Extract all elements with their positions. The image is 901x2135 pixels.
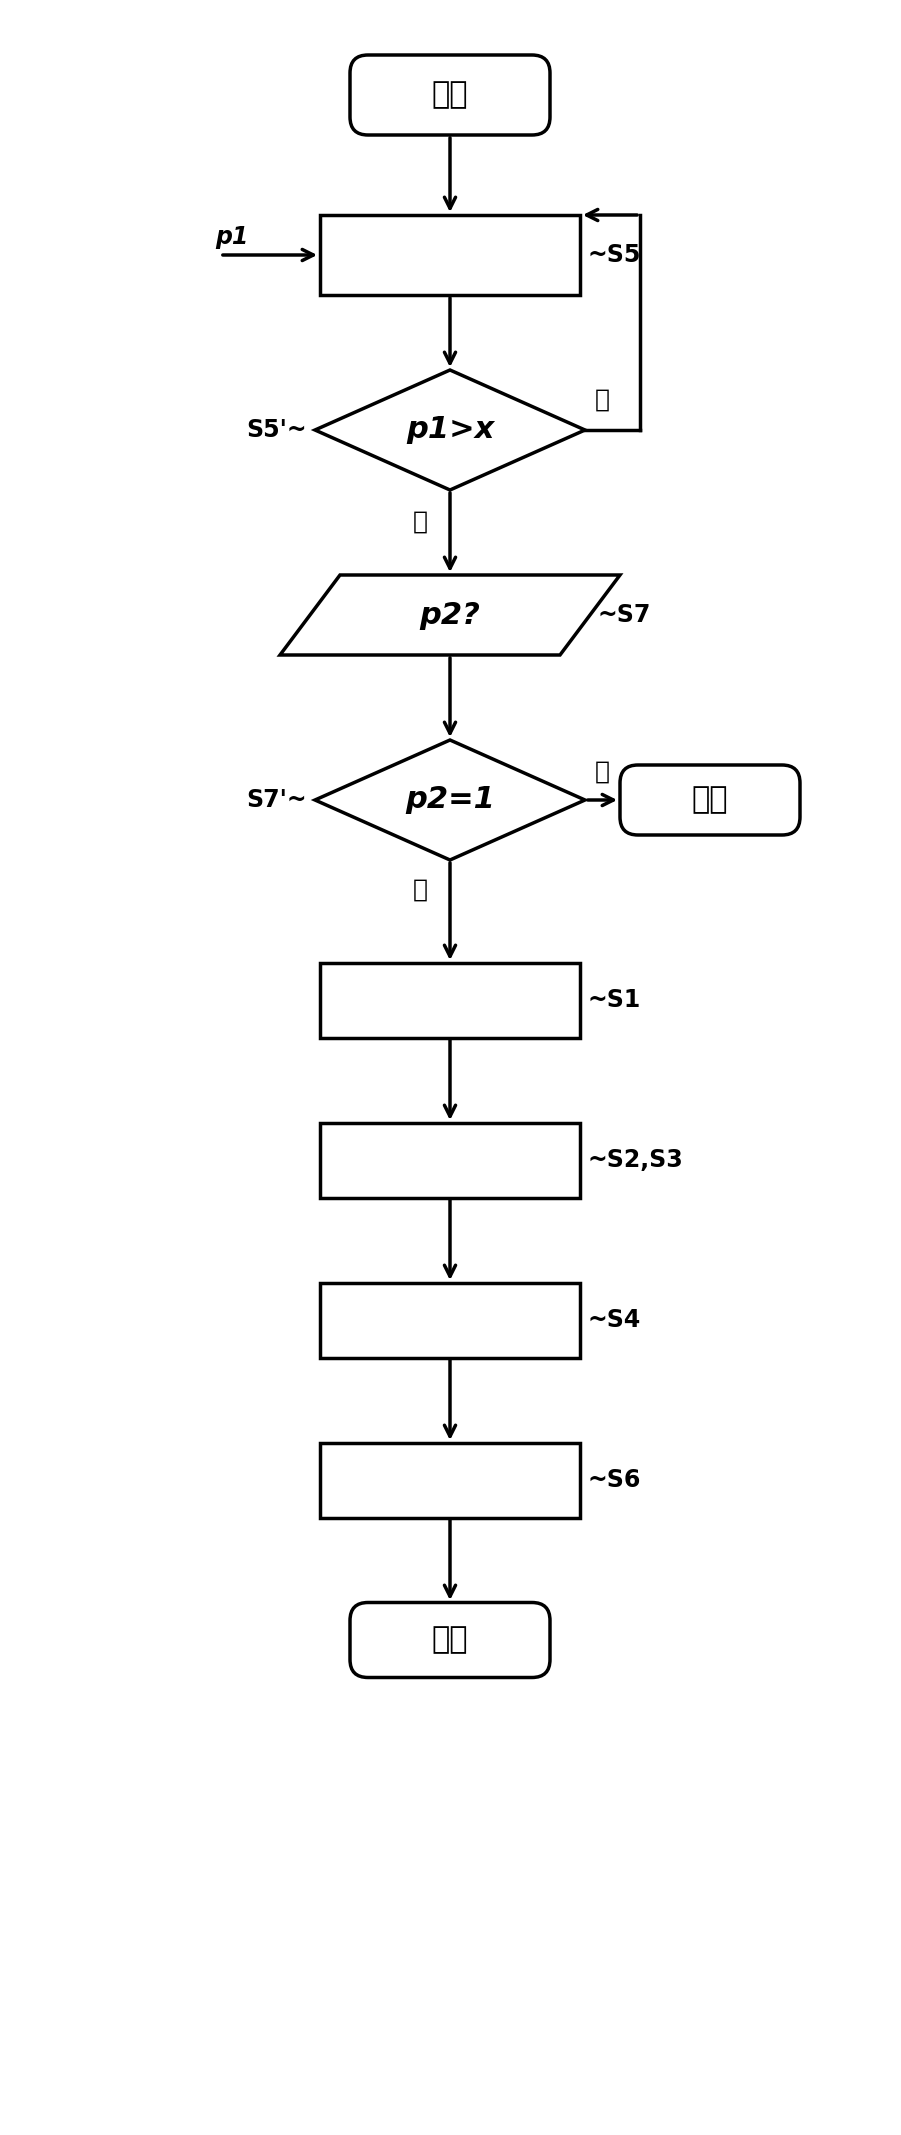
Bar [320, 1443, 580, 1518]
Polygon shape [315, 369, 585, 491]
Text: p2?: p2? [420, 600, 480, 630]
Text: 是: 是 [413, 510, 427, 534]
Text: 开始: 开始 [432, 81, 469, 109]
Text: ~S2,S3: ~S2,S3 [588, 1149, 684, 1172]
Text: ~S7: ~S7 [598, 602, 651, 628]
Bar [320, 1283, 580, 1358]
FancyBboxPatch shape [620, 764, 800, 835]
FancyBboxPatch shape [350, 1603, 550, 1678]
Polygon shape [315, 741, 585, 860]
Text: 结据: 结据 [692, 786, 728, 813]
Text: p2=1: p2=1 [405, 786, 495, 813]
Text: ~S6: ~S6 [588, 1469, 642, 1492]
Text: ~S4: ~S4 [588, 1309, 642, 1332]
Text: 是: 是 [413, 877, 427, 901]
Text: ~S1: ~S1 [588, 989, 642, 1012]
Text: p1: p1 [215, 224, 249, 250]
Text: S7'~: S7'~ [246, 788, 307, 811]
Bar [320, 1123, 580, 1198]
Text: ~S5: ~S5 [588, 243, 642, 267]
Text: 结据: 结据 [432, 1625, 469, 1655]
Bar [320, 216, 580, 295]
Polygon shape [280, 574, 620, 655]
Text: 否: 否 [595, 760, 610, 784]
Text: S5'~: S5'~ [246, 418, 307, 442]
FancyBboxPatch shape [350, 56, 550, 135]
Bar [320, 963, 580, 1038]
Text: 否: 否 [595, 389, 610, 412]
Text: p1>x: p1>x [405, 416, 494, 444]
